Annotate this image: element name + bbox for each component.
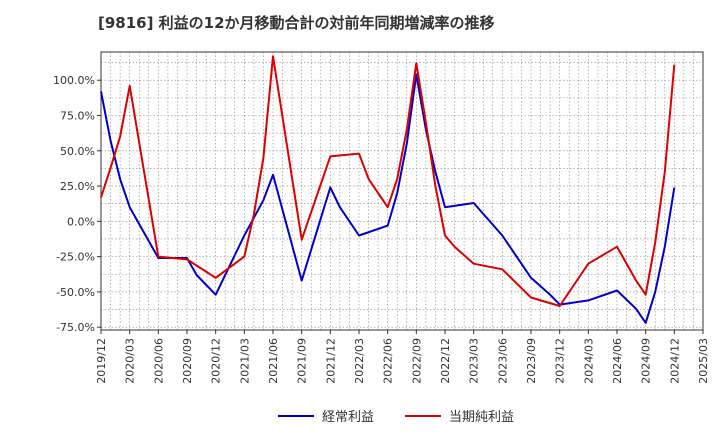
y-tick-label: -50.0% <box>56 286 95 299</box>
legend: 経常利益 当期純利益 <box>278 410 514 425</box>
y-tick-label: -25.0% <box>56 251 95 264</box>
x-tick-label: 2022/09 <box>410 338 423 384</box>
chart-title: [9816] 利益の12か月移動合計の対前年同期増減率の推移 <box>98 14 495 32</box>
legend-label: 経常利益 <box>322 410 374 425</box>
series-line-ordinary-profit <box>100 73 676 324</box>
x-axis-ticks: 2019/12 2020/03 2020/06 2020/09 2020/12 2021/… <box>95 330 710 384</box>
x-tick-label: 2023/12 <box>554 338 567 384</box>
x-tick-label: 2023/09 <box>525 338 538 384</box>
y-axis-ticks: 100.0% 75.0% 50.0% 25.0% 0.0% -25.0% -50.0% -75… <box>53 74 101 334</box>
x-tick-label: 2022/03 <box>353 338 366 384</box>
x-tick-label: 2020/12 <box>210 338 223 384</box>
x-tick-label: 2024/12 <box>668 338 681 384</box>
y-tick-label: 75.0% <box>60 110 95 123</box>
y-tick-label: 0.0% <box>67 215 95 228</box>
y-tick-label: 25.0% <box>60 180 95 193</box>
y-tick-label: 100.0% <box>53 74 95 87</box>
x-tick-label: 2024/03 <box>582 338 595 384</box>
y-tick-label: 50.0% <box>60 145 95 158</box>
x-tick-label: 2021/03 <box>238 338 251 384</box>
x-tick-label: 2021/09 <box>296 338 309 384</box>
x-tick-label: 2023/06 <box>496 338 509 384</box>
x-tick-label: 2020/06 <box>152 338 165 384</box>
x-tick-label: 2019/12 <box>95 338 108 384</box>
legend-label: 当期純利益 <box>449 410 514 425</box>
x-tick-label: 2022/12 <box>439 338 452 384</box>
x-tick-label: 2020/03 <box>124 338 137 384</box>
x-tick-label: 2023/03 <box>468 338 481 384</box>
x-tick-label: 2022/06 <box>382 338 395 384</box>
y-tick-label: -75.0% <box>56 321 95 334</box>
plot-frame <box>100 51 704 331</box>
x-tick-label: 2024/09 <box>640 338 653 384</box>
x-tick-label: 2024/06 <box>611 338 624 384</box>
x-tick-label: 2021/12 <box>324 338 337 384</box>
x-tick-label: 2020/09 <box>181 338 194 384</box>
series-layer <box>100 55 676 324</box>
grid-layer <box>100 52 704 330</box>
series-line-net-profit <box>100 55 676 307</box>
x-tick-label: 2025/03 <box>697 338 710 384</box>
x-tick-label: 2021/06 <box>267 338 280 384</box>
